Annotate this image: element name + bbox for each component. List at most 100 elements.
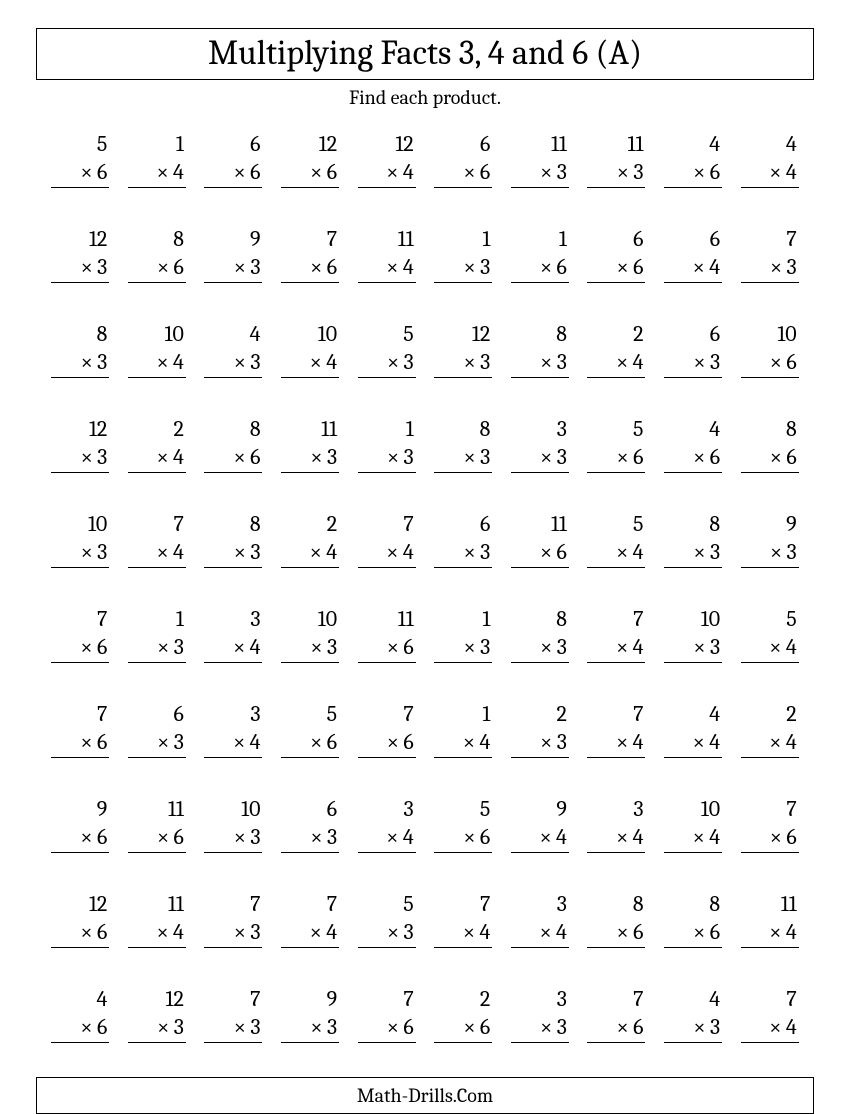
problem: 7× 6 xyxy=(358,701,416,758)
multiplier-row: × 3 xyxy=(587,159,645,189)
multiplier-row: × 3 xyxy=(434,254,492,284)
multiplier-row: × 4 xyxy=(587,729,645,759)
multiplicand: 7 xyxy=(327,891,339,919)
multiplier-row: × 6 xyxy=(434,1014,492,1044)
multiplier-row: × 6 xyxy=(434,824,492,854)
multiplicand: 12 xyxy=(89,891,109,919)
multiplicand: 11 xyxy=(398,226,416,254)
multiplier-row: × 4 xyxy=(511,919,569,949)
multiplier-row: × 4 xyxy=(128,444,186,474)
multiplicand: 10 xyxy=(777,321,798,349)
multiplicand: 1 xyxy=(176,606,186,634)
multiplicand: 9 xyxy=(556,796,569,824)
problem: 5× 6 xyxy=(587,416,645,473)
multiplicand: 5 xyxy=(403,891,415,919)
multiplier-row: × 6 xyxy=(587,1014,645,1044)
problem: 2× 3 xyxy=(511,701,569,758)
problem: 7× 4 xyxy=(281,891,339,948)
multiplier-row: × 4 xyxy=(664,254,722,284)
multiplicand: 4 xyxy=(709,701,722,729)
multiplicand: 7 xyxy=(786,226,798,254)
multiplicand: 7 xyxy=(327,226,339,254)
multiplicand: 9 xyxy=(97,796,110,824)
problem: 7× 6 xyxy=(51,606,109,663)
multiplier-row: × 4 xyxy=(664,824,722,854)
problem: 5× 3 xyxy=(358,891,416,948)
problem: 11× 3 xyxy=(587,131,645,188)
multiplicand: 3 xyxy=(404,796,416,824)
multiplier-row: × 4 xyxy=(587,539,645,569)
multiplicand: 12 xyxy=(395,131,415,159)
multiplier-row: × 3 xyxy=(204,1014,262,1044)
problem: 11× 3 xyxy=(511,131,569,188)
multiplicand: 11 xyxy=(781,891,799,919)
multiplicand: 10 xyxy=(701,796,722,824)
multiplier-row: × 3 xyxy=(434,349,492,379)
multiplicand: 7 xyxy=(633,986,645,1014)
multiplicand: 7 xyxy=(97,701,109,729)
multiplicand: 6 xyxy=(710,321,722,349)
multiplicand: 8 xyxy=(709,891,722,919)
problem: 10× 3 xyxy=(204,796,262,853)
multiplicand: 2 xyxy=(557,701,569,729)
multiplicand: 6 xyxy=(174,701,186,729)
problem: 11× 4 xyxy=(358,226,416,283)
multiplicand: 10 xyxy=(318,606,339,634)
multiplicand: 8 xyxy=(786,416,799,444)
multiplier-row: × 6 xyxy=(204,159,262,189)
problem: 6× 3 xyxy=(664,321,722,378)
problem: 3× 4 xyxy=(204,701,262,758)
multiplicand: 1 xyxy=(482,701,492,729)
multiplier-row: × 4 xyxy=(281,539,339,569)
problem: 7× 4 xyxy=(741,986,799,1043)
multiplier-row: × 4 xyxy=(358,159,416,189)
title-box: Multiplying Facts 3, 4 and 6 (A) xyxy=(36,28,814,80)
problem: 7× 4 xyxy=(358,511,416,568)
multiplier-row: × 3 xyxy=(204,824,262,854)
multiplier-row: × 3 xyxy=(51,349,109,379)
multiplicand: 10 xyxy=(241,796,262,824)
problem: 6× 6 xyxy=(587,226,645,283)
multiplicand: 2 xyxy=(786,701,798,729)
multiplier-row: × 4 xyxy=(281,349,339,379)
multiplicand: 12 xyxy=(89,416,109,444)
multiplicand: 4 xyxy=(96,986,109,1014)
multiplicand: 2 xyxy=(327,511,339,539)
problem: 4× 3 xyxy=(204,321,262,378)
multiplicand: 11 xyxy=(168,891,186,919)
problem: 10× 3 xyxy=(281,606,339,663)
multiplier-row: × 6 xyxy=(128,824,186,854)
multiplicand: 7 xyxy=(97,606,109,634)
multiplicand: 12 xyxy=(89,226,109,254)
multiplicand: 11 xyxy=(551,511,569,539)
problem: 8× 3 xyxy=(51,321,109,378)
problem: 11× 6 xyxy=(358,606,416,663)
multiplier-row: × 6 xyxy=(51,824,109,854)
multiplier-row: × 3 xyxy=(128,1014,186,1044)
multiplicand: 10 xyxy=(701,606,722,634)
multiplicand: 5 xyxy=(327,701,339,729)
multiplier-row: × 3 xyxy=(511,729,569,759)
problem: 11× 6 xyxy=(511,511,569,568)
problem: 5× 4 xyxy=(587,511,645,568)
multiplier-row: × 3 xyxy=(128,729,186,759)
problem: 5× 3 xyxy=(358,321,416,378)
multiplicand: 3 xyxy=(557,986,569,1014)
multiplier-row: × 4 xyxy=(587,349,645,379)
multiplier-row: × 4 xyxy=(128,919,186,949)
multiplicand: 2 xyxy=(480,986,492,1014)
multiplier-row: × 6 xyxy=(358,634,416,664)
problem: 12× 3 xyxy=(51,416,109,473)
multiplier-row: × 4 xyxy=(587,824,645,854)
problem: 3× 4 xyxy=(358,796,416,853)
multiplier-row: × 6 xyxy=(587,254,645,284)
multiplicand: 4 xyxy=(709,416,722,444)
problem: 7× 3 xyxy=(741,226,799,283)
multiplicand: 8 xyxy=(633,891,646,919)
multiplicand: 2 xyxy=(174,416,186,444)
multiplier-row: × 6 xyxy=(511,254,569,284)
multiplicand: 8 xyxy=(709,511,722,539)
problem: 8× 6 xyxy=(204,416,262,473)
problem: 1× 3 xyxy=(358,416,416,473)
multiplicand: 1 xyxy=(559,226,569,254)
